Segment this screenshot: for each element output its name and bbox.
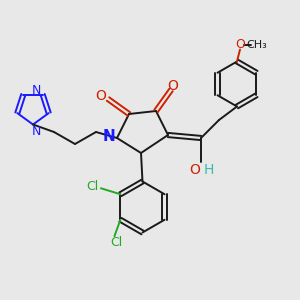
Text: Cl: Cl — [110, 236, 122, 249]
Text: O: O — [95, 89, 106, 103]
Text: O: O — [235, 38, 245, 52]
Text: CH₃: CH₃ — [246, 40, 267, 50]
Text: O: O — [167, 79, 178, 92]
Text: O: O — [190, 163, 200, 176]
Text: N: N — [32, 84, 41, 97]
Text: Cl: Cl — [86, 180, 98, 193]
Text: N: N — [31, 124, 41, 138]
Text: N: N — [103, 129, 116, 144]
Text: H: H — [203, 163, 214, 176]
